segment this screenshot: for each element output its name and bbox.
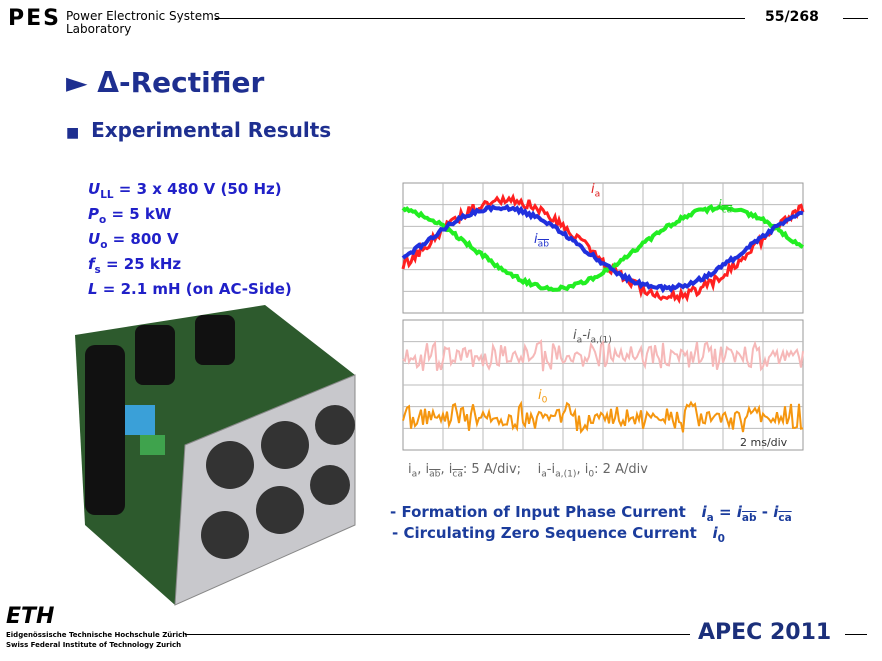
param-var: U	[88, 180, 100, 198]
trace-label: ica	[718, 198, 732, 216]
trace-label: i0	[538, 388, 547, 406]
trace-label: iab	[534, 232, 549, 250]
text: -	[757, 503, 774, 521]
bullet: - Formation of Input Phase Current ia = …	[390, 503, 792, 524]
parameter: fs = 25 kHz	[88, 255, 292, 280]
param-value: = 3 x 480 V (50 Hz)	[114, 180, 282, 198]
title-text: Δ-Rectifier	[97, 66, 264, 99]
text: a,(1)	[591, 336, 612, 346]
lab-name: Power Electronic Systems Laboratory	[66, 10, 220, 36]
parameters: ULL = 3 x 480 V (50 Hz) Po = 5 kW Uo = 800…	[88, 180, 292, 299]
slide-title: ► Δ-Rectifier	[66, 66, 264, 99]
text: ca	[452, 470, 463, 480]
param-value: = 5 kW	[106, 205, 171, 223]
rule	[185, 634, 690, 635]
lab-line: Laboratory	[66, 22, 131, 36]
bullet: - Circulating Zero Sequence Current i0	[392, 524, 725, 545]
eth-name: Eidgenössische Technische Hochschule Zür…	[6, 630, 187, 650]
rule	[215, 18, 745, 19]
section: ■ Experimental Results	[66, 118, 331, 142]
text: -i	[582, 328, 590, 343]
page-number: 55/268	[765, 9, 819, 25]
param-value: = 800 V	[107, 230, 178, 248]
text: a	[595, 190, 601, 200]
text: ab	[538, 240, 549, 250]
parameter: Po = 5 kW	[88, 205, 292, 230]
text: a,(1)	[555, 470, 576, 480]
param-var: U	[88, 230, 100, 248]
text: , i	[440, 462, 452, 477]
rule	[845, 634, 867, 635]
timebase: 2 ms/div	[740, 436, 787, 449]
text: Eidgenössische Technische Hochschule Zür…	[6, 631, 187, 639]
text: : 2 A/div	[594, 462, 648, 477]
section-text: Experimental Results	[91, 118, 331, 142]
text: 0	[542, 396, 548, 406]
text: : 5 A/div;	[463, 462, 521, 477]
text: =	[714, 503, 737, 521]
parameter: ULL = 3 x 480 V (50 Hz)	[88, 180, 292, 205]
text: - Formation of Input Phase Current	[390, 503, 686, 521]
scope-caption: ia, iab, ica: 5 A/div; ia-ia,(1), i0: 2 …	[408, 462, 648, 480]
rule	[843, 18, 868, 19]
text: Swiss Federal Institute of Technology Zu…	[6, 641, 181, 649]
text: , i	[417, 462, 429, 477]
text: a	[707, 512, 714, 524]
param-var: P	[88, 205, 99, 223]
text: ca	[722, 206, 733, 216]
text: 0	[718, 533, 725, 545]
conference: APEC 2011	[698, 620, 831, 645]
oscilloscope	[400, 180, 805, 462]
trace-label: ia-ia,(1)	[573, 328, 612, 346]
parameter: Uo = 800 V	[88, 230, 292, 255]
lab-line: Power Electronic Systems	[66, 9, 220, 23]
text: , i	[576, 462, 588, 477]
trace-label: ia	[591, 182, 600, 200]
text: - Circulating Zero Sequence Current	[392, 524, 697, 542]
text: -i	[547, 462, 555, 477]
eth-logo: ETH	[6, 604, 54, 629]
param-value: = 25 kHz	[101, 255, 181, 273]
text: ab	[742, 512, 757, 524]
text: ca	[778, 512, 791, 524]
logo: PES	[8, 6, 61, 31]
text: ab	[429, 470, 440, 480]
converter-photo	[55, 295, 375, 615]
param-sub: LL	[100, 189, 113, 201]
